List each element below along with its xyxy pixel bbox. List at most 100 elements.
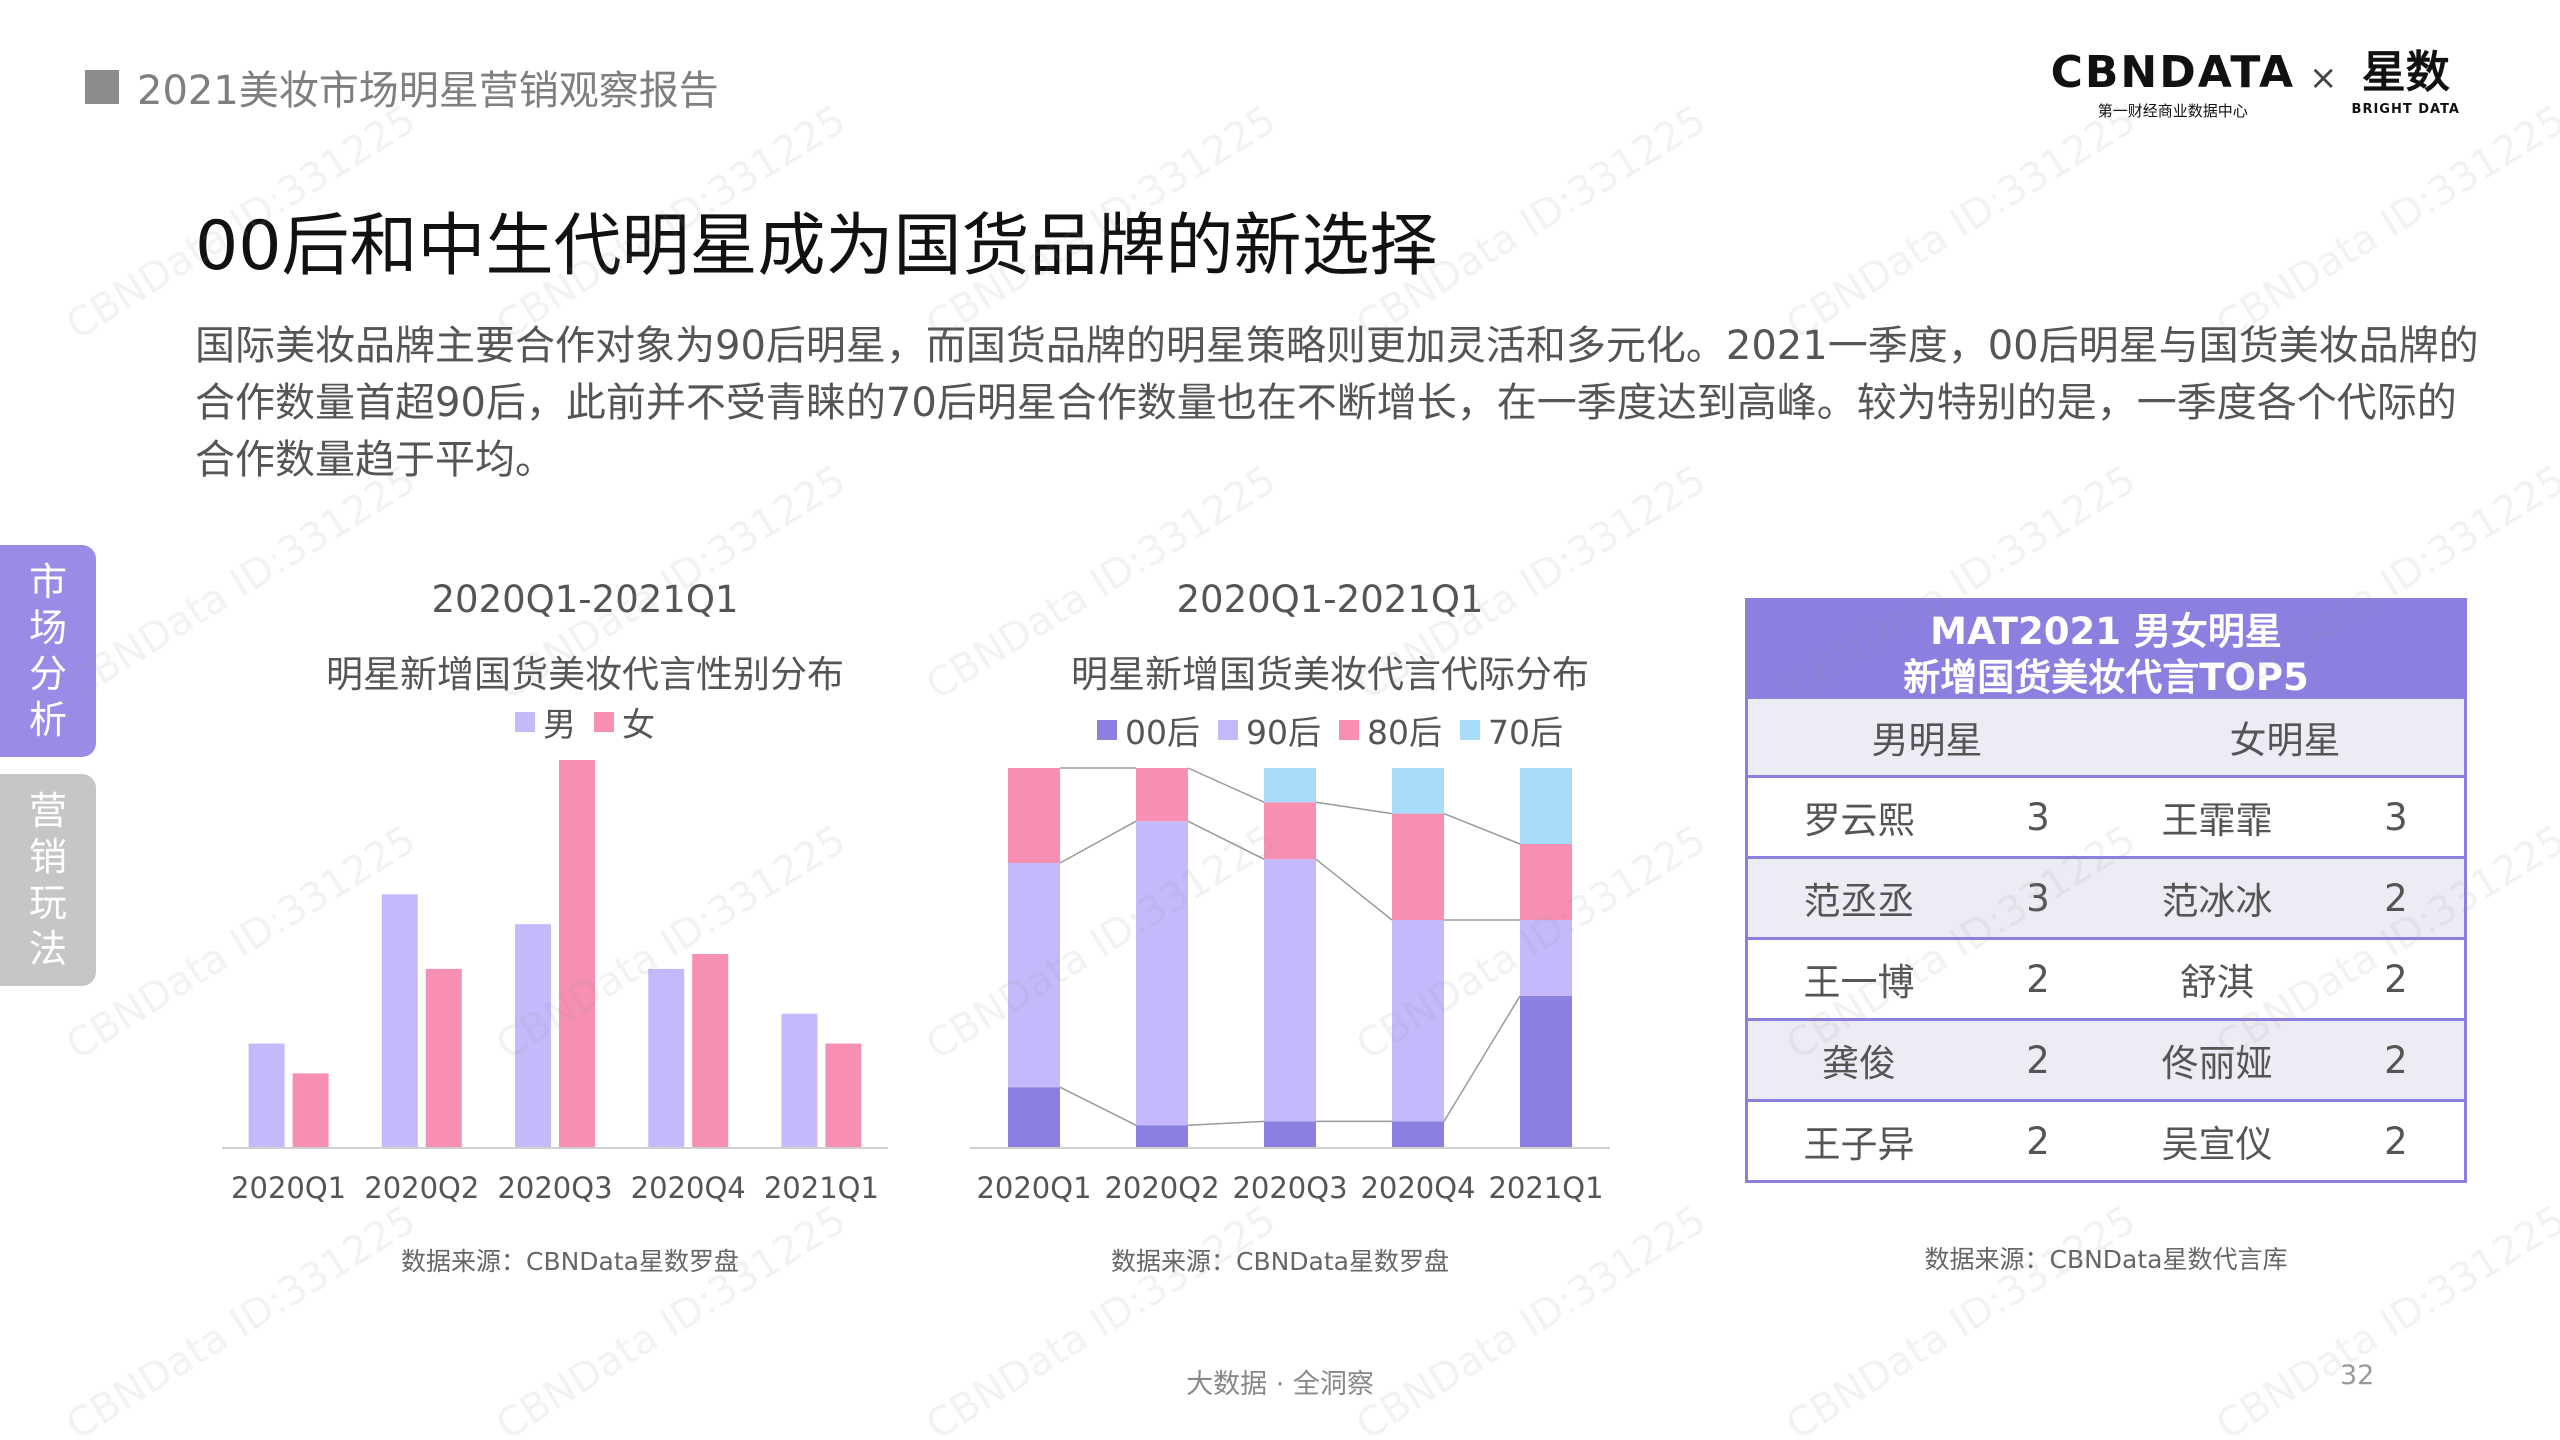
female-star-count: 2 [2384,876,2408,920]
sidebar-tab-market-analysis[interactable]: 市场分析 [0,545,96,757]
series-connector-line [1443,995,1521,1122]
series-connector-line [1315,801,1393,815]
bar-male-2020Q1 [248,1043,285,1148]
logo: CBNDATA 第一财经商业数据中心 × 星数 BRIGHT DATA [2051,50,2460,121]
chart1-legend: 男 女 [220,698,950,746]
sidebar-tab-marketing[interactable]: 营销玩法 [0,774,96,986]
x-tick-label: 2021Q1 [1488,1171,1603,1205]
chart2-legend: 00后 90后 80后 70后 [960,706,1700,754]
male-star-name: 王子异 [1803,1123,1915,1166]
male-star-count: 2 [2026,1119,2050,1163]
series-connector-line [1059,820,1137,864]
segment-90-2020Q1 [1008,863,1060,1088]
chart2-title: 2020Q1-2021Q1 [1176,578,1484,621]
segment-00-2020Q2 [1136,1125,1188,1148]
series-connector-line [1187,1120,1265,1126]
footer-tagline: 大数据 · 全洞察 [1186,1369,1374,1400]
bar-female-2020Q4 [692,954,729,1148]
female-star-name: 佟丽娅 [2161,1042,2273,1085]
male-star-name: 王一博 [1803,961,1915,1004]
legend-swatch-70 [1460,720,1480,740]
series-connector-line [1315,858,1393,921]
segment-80-2020Q4 [1392,813,1444,920]
male-column-header: 男明星 [1871,719,1983,762]
segment-00-2020Q3 [1264,1121,1316,1148]
x-tick-label: 2020Q4 [1360,1171,1475,1205]
watermark-text: CBNData ID:331225 [918,1196,1284,1440]
x-tick-label: 2020Q2 [1104,1171,1219,1205]
legend-swatch-male [515,712,535,732]
series-connector-line [1187,820,1265,860]
bar-male-2020Q3 [515,924,551,1148]
table-row: 王子异 2 吴宣仪 2 [1748,1099,2464,1180]
male-star-count: 3 [2026,876,2050,920]
table-title: MAT2021 男女明星 新增国货美妆代言TOP5 [1748,601,2464,699]
gender-bar-chart: 2020Q1 2020Q2 2020Q3 2020Q4 2021Q1 [222,760,888,1205]
male-star-count: 2 [2026,1038,2050,1082]
sidebar-tab-market-analysis-label: 市场分析 [28,560,67,742]
segment-80-2020Q1 [1008,768,1060,863]
legend-label-70: 70后 [1488,713,1563,752]
legend-item-80: 80后 [1339,706,1442,754]
legend-label-male: 男 [543,705,576,744]
x-tick-label: 2021Q1 [764,1171,879,1205]
watermark-text: CBNData ID:331225 [58,1196,424,1440]
legend-item-70: 70后 [1460,706,1563,754]
report-title-text: 2021美妆市场明星营销观察报告 [137,68,719,114]
female-star-name: 舒淇 [2179,961,2254,1004]
segment-90-2020Q2 [1136,821,1188,1126]
segment-70-2021Q1 [1520,768,1572,844]
segment-80-2021Q1 [1520,844,1572,920]
male-star-name: 龚俊 [1821,1042,1896,1085]
bar-female-2020Q2 [425,968,462,1148]
cbndata-logo-text: CBNDATA [2050,47,2296,98]
segment-90-2020Q3 [1264,859,1316,1122]
watermark-text: CBNData ID:331225 [2208,1196,2560,1440]
bar-female-2020Q1 [292,1073,329,1148]
sidebar-tab-marketing-label: 营销玩法 [28,789,67,971]
chart1-source: 数据来源：CBNData星数罗盘 [400,1247,739,1276]
female-star-name: 王霏霏 [2161,799,2273,842]
chart1-subtitle: 明星新增国货美妆代言性别分布 [326,653,844,696]
legend-item-00: 00后 [1097,706,1200,754]
female-star-count: 3 [2384,795,2408,839]
table-row: 龚俊 2 佟丽娅 2 [1748,1018,2464,1099]
table-row: 范丞丞 3 范冰冰 2 [1748,856,2464,937]
legend-swatch-90 [1218,720,1238,740]
chart2-source: 数据来源：CBNData星数罗盘 [1110,1247,1449,1276]
legend-label-00: 00后 [1125,713,1200,752]
cbndata-logo: CBNDATA 第一财经商业数据中心 [2051,50,2295,121]
female-star-count: 2 [2384,1119,2408,1163]
segment-90-2021Q1 [1520,920,1572,996]
x-tick-label: 2020Q4 [631,1171,746,1205]
table-row: 罗云熙 3 王霏霏 3 [1748,775,2464,856]
male-star-name: 罗云熙 [1803,799,1915,842]
x-tick-label: 2020Q3 [1232,1171,1347,1205]
segment-00-2020Q4 [1392,1121,1444,1148]
segment-90-2020Q4 [1392,920,1444,1122]
x-tick-label: 2020Q3 [497,1171,612,1205]
table-source: 数据来源：CBNData星数代言库 [1924,1245,2288,1274]
x-tick-label: 2020Q1 [231,1171,346,1205]
male-star-name: 范丞丞 [1803,880,1915,923]
table-header-row: 男明星 女明星 [1748,696,2464,775]
brightdata-logo-text: 星数 [2361,47,2450,98]
title-square-icon [85,70,119,104]
segment-70-2020Q4 [1392,768,1444,814]
segment-70-2020Q3 [1264,768,1316,803]
legend-label-80: 80后 [1367,713,1442,752]
watermark-text: CBNData ID:331225 [488,1196,854,1440]
logo-times-sign: × [2309,58,2338,98]
table-title-line2: 新增国货美妆代言TOP5 [1903,656,2309,699]
segment-80-2020Q3 [1264,802,1316,860]
legend-swatch-female [594,712,614,732]
legend-label-90: 90后 [1246,713,1321,752]
female-star-count: 2 [2384,1038,2408,1082]
segment-00-2021Q1 [1520,996,1572,1148]
brightdata-logo-subtitle: BRIGHT DATA [2351,102,2460,117]
watermark-text: CBNData ID:331225 [1778,1196,2144,1440]
bar-female-2020Q3 [559,760,595,1148]
watermark-text: CBNData ID:331225 [2208,96,2560,350]
bar-male-2020Q4 [648,968,685,1148]
bar-male-2021Q1 [781,1013,818,1148]
